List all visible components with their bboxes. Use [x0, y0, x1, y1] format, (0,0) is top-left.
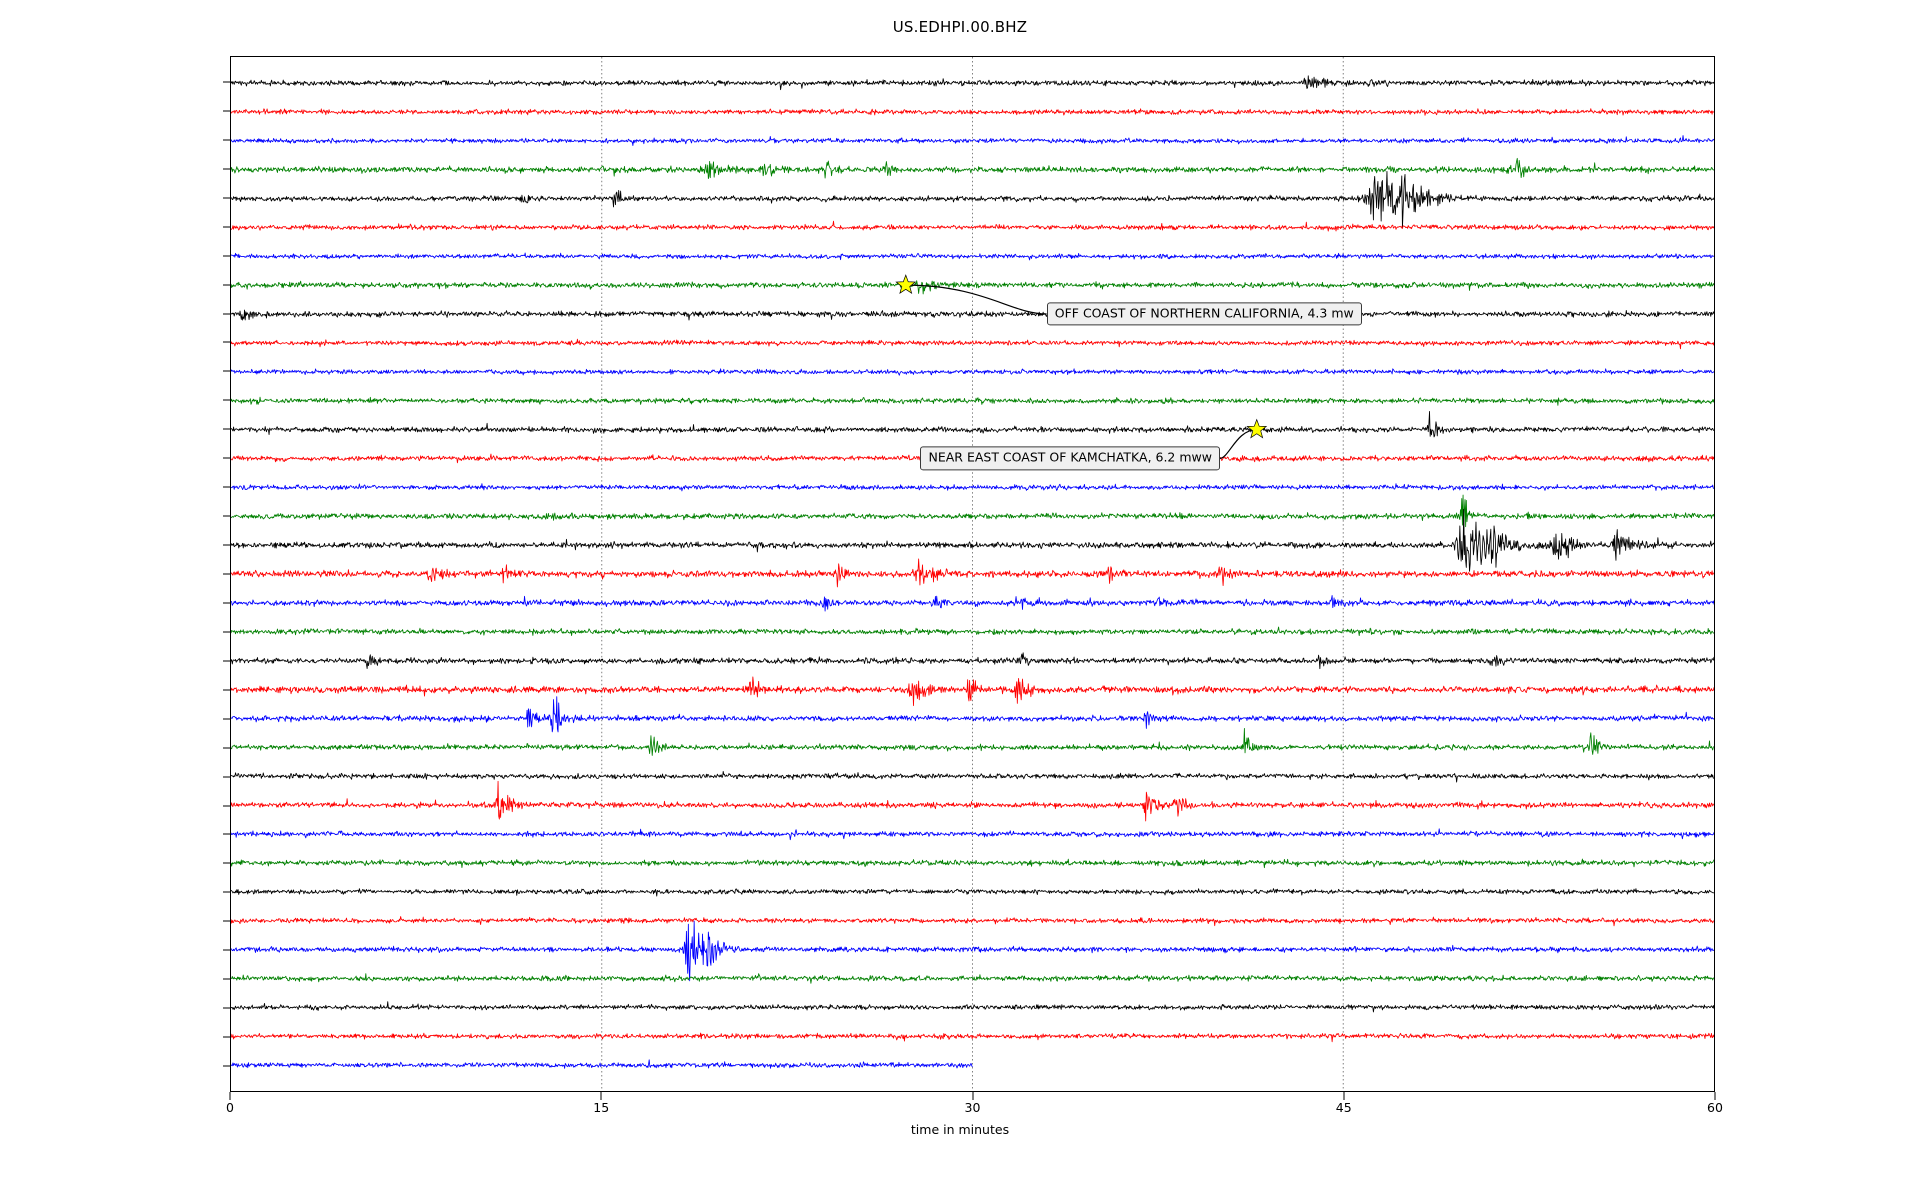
seismic-trace: [231, 916, 1714, 927]
seismic-trace: [231, 696, 1714, 733]
seismogram-canvas: [231, 57, 1714, 1091]
y-tick-mark: [223, 139, 231, 141]
x-tick-mark: [229, 1092, 231, 1100]
seismic-trace: [231, 858, 1714, 869]
plot-axes: [230, 56, 1715, 1092]
seismic-trace: [231, 652, 1714, 670]
seismic-trace: [231, 828, 1714, 841]
y-tick-mark: [223, 284, 231, 286]
seismic-trace: [231, 1032, 1714, 1043]
y-tick-mark: [223, 718, 231, 720]
y-tick-mark: [223, 573, 231, 575]
y-tick-mark: [223, 747, 231, 749]
x-axis-label: time in minutes: [910, 1122, 1010, 1137]
seismic-trace: [231, 220, 1714, 232]
seismic-trace: [231, 888, 1714, 897]
seismic-trace: [231, 558, 1714, 588]
seismic-trace: [231, 170, 1714, 229]
seismic-trace: [231, 135, 1714, 146]
y-tick-mark: [223, 689, 231, 691]
event-star-icon: [895, 274, 917, 295]
y-tick-mark: [223, 1007, 231, 1009]
seismic-trace: [231, 626, 1714, 636]
y-tick-mark: [223, 1065, 231, 1067]
x-tick-mark: [972, 1092, 973, 1100]
y-tick-mark: [223, 515, 231, 517]
seismic-trace: [231, 108, 1714, 116]
y-tick-mark: [223, 833, 231, 835]
y-tick-mark: [223, 978, 231, 980]
x-tick-label: 60: [1707, 1100, 1723, 1115]
y-tick-mark: [223, 660, 231, 662]
seismic-trace: [231, 308, 1714, 321]
y-tick-mark: [223, 631, 231, 633]
seismic-trace: [231, 770, 1714, 783]
y-tick-mark: [223, 341, 231, 343]
y-tick-mark: [223, 891, 231, 893]
x-tick-mark: [1714, 1092, 1716, 1100]
y-tick-mark: [223, 226, 231, 228]
seismic-trace: [231, 483, 1714, 492]
x-tick-label: 15: [593, 1100, 610, 1115]
y-tick-mark: [223, 428, 231, 430]
seismic-trace: [231, 727, 1714, 756]
y-tick-mark: [223, 168, 231, 170]
y-tick-mark: [223, 949, 231, 951]
x-tick-mark: [1343, 1092, 1345, 1100]
event-star-icon: [1246, 418, 1268, 439]
seismic-trace: [231, 338, 1714, 350]
y-tick-mark: [223, 197, 231, 199]
y-tick-mark: [223, 110, 231, 112]
seismic-trace: [231, 1001, 1714, 1013]
seismic-trace: [231, 494, 1714, 533]
seismic-trace: [231, 920, 1714, 982]
y-tick-mark: [223, 776, 231, 778]
y-tick-mark: [223, 602, 231, 604]
x-tick-label: 45: [1335, 1100, 1352, 1115]
seismic-trace: [231, 508, 1714, 572]
seismic-trace: [231, 780, 1714, 822]
seismic-trace: [231, 75, 1714, 91]
y-tick-mark: [223, 81, 231, 83]
y-tick-mark: [223, 486, 231, 488]
y-axis-ticks: 00:00:0701:00:0702:00:0703:00:0704:00:07…: [0, 0, 231, 1200]
event-annotation-label: NEAR EAST COAST OF KAMCHATKA, 6.2 mww: [920, 446, 1220, 470]
y-tick-mark: [223, 255, 231, 257]
y-tick-mark: [223, 370, 231, 372]
y-tick-mark: [223, 544, 231, 546]
y-tick-mark: [223, 920, 231, 922]
seismic-trace: [231, 368, 1714, 376]
annotation-leader-line: [905, 284, 1047, 315]
seismic-trace: [231, 280, 1714, 295]
x-tick-mark: [600, 1092, 602, 1100]
seismic-trace: [231, 252, 1714, 261]
x-tick-label: 0: [226, 1100, 234, 1115]
seismic-trace: [231, 1059, 973, 1069]
x-tick-label: 30: [964, 1100, 981, 1115]
event-annotation-label: OFF COAST OF NORTHERN CALIFORNIA, 4.3 mw: [1046, 301, 1362, 326]
y-tick-mark: [223, 862, 231, 864]
y-tick-mark: [223, 805, 231, 807]
seismic-trace: [231, 595, 1714, 612]
seismic-trace: [231, 676, 1714, 707]
y-tick-mark: [223, 457, 231, 459]
seismic-trace: [231, 973, 1714, 984]
seismic-trace: [231, 157, 1714, 179]
y-tick-mark: [223, 1036, 231, 1038]
y-tick-mark: [223, 399, 231, 401]
seismic-trace: [231, 396, 1714, 406]
y-tick-mark: [223, 313, 231, 315]
page-title: US.EDHPI.00.BHZ: [892, 18, 1028, 36]
seismic-trace: [231, 411, 1714, 438]
